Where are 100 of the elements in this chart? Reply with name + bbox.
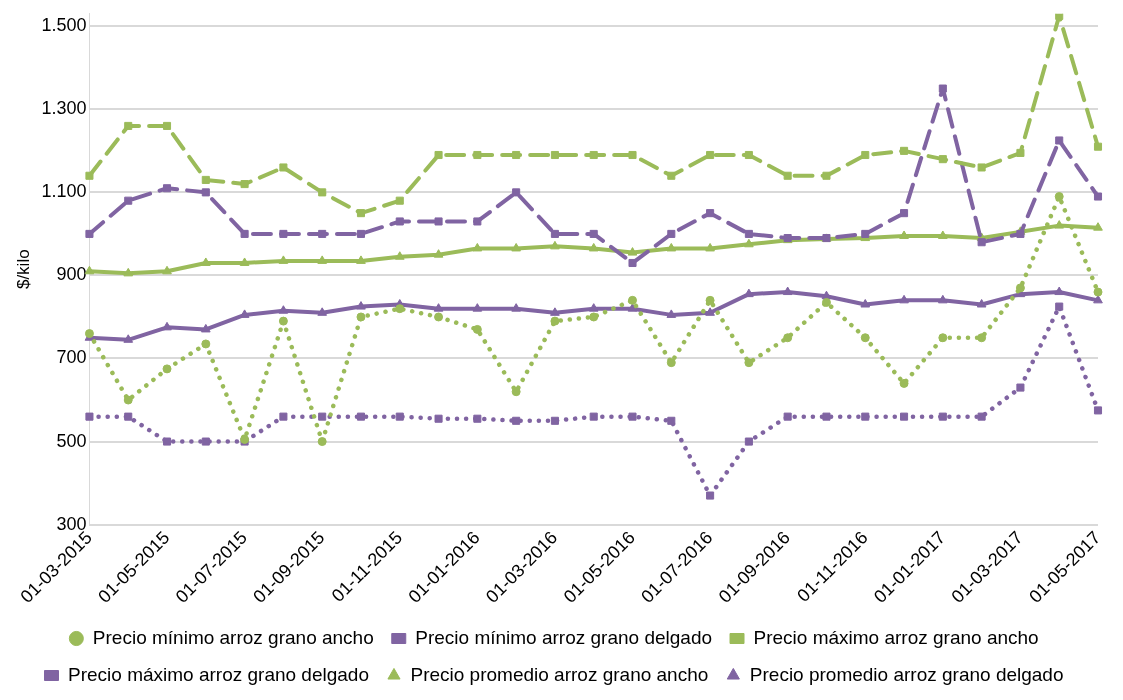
point: [434, 217, 443, 226]
point: [85, 171, 94, 180]
point: [667, 416, 676, 425]
point: [356, 209, 366, 218]
point: [705, 242, 715, 252]
point: [628, 412, 637, 421]
point: [511, 303, 521, 312]
point: [395, 304, 405, 314]
point: [512, 188, 521, 197]
point: [938, 230, 948, 239]
point: [706, 491, 715, 500]
point: [472, 303, 483, 312]
point: [1093, 192, 1103, 201]
point: [124, 196, 133, 205]
point: [977, 333, 987, 343]
point: [473, 150, 482, 160]
point: [783, 412, 792, 421]
legend-label: Precio promedio arroz grano delgado: [749, 663, 1064, 685]
point: [938, 155, 947, 164]
point: [706, 150, 715, 160]
point: [705, 295, 715, 305]
point: [744, 437, 753, 446]
point: [511, 387, 521, 397]
point: [821, 290, 832, 300]
point: [550, 316, 560, 326]
point: [1055, 13, 1064, 20]
point: [782, 286, 793, 296]
point: [239, 257, 250, 266]
point: [240, 180, 249, 189]
point: [162, 437, 172, 446]
point: [588, 303, 599, 312]
point: [395, 217, 404, 226]
point: [666, 309, 677, 318]
point: [201, 437, 210, 446]
point: [473, 414, 482, 423]
point: [667, 229, 676, 238]
y-tick-label: 500: [56, 430, 87, 451]
point: [938, 294, 948, 304]
point: [318, 412, 327, 421]
point: [85, 412, 94, 421]
point: [1015, 283, 1025, 293]
y-tick-label: 1.500: [41, 15, 87, 36]
point: [317, 437, 327, 447]
point: [162, 321, 172, 331]
point: [627, 247, 638, 256]
point: [123, 267, 134, 277]
point: [1054, 192, 1064, 202]
y-axis-title: $/kilo: [13, 249, 33, 290]
legend-label: Precio máximo arroz grano delgado: [68, 663, 369, 685]
point: [318, 229, 327, 238]
point: [977, 238, 986, 247]
point: [860, 333, 870, 343]
point: [977, 412, 986, 421]
point: [705, 307, 715, 316]
point: [512, 416, 521, 425]
point: [900, 412, 909, 421]
point: [899, 378, 909, 388]
y-tick-label: 900: [56, 264, 87, 285]
point: [162, 121, 172, 130]
point: [317, 307, 328, 316]
point: [395, 196, 404, 205]
point: [550, 307, 560, 316]
point: [900, 209, 909, 218]
point: [162, 265, 172, 275]
point: [976, 299, 987, 308]
point: [279, 229, 288, 238]
point: [200, 323, 211, 333]
point: [861, 150, 870, 160]
point: [278, 255, 289, 264]
point: [589, 312, 599, 322]
point: [706, 209, 715, 218]
point: [1093, 142, 1103, 151]
point: [317, 255, 328, 264]
point: [278, 305, 289, 314]
point: [434, 150, 443, 160]
point: [1055, 136, 1064, 145]
point: [938, 333, 948, 343]
point: [588, 242, 599, 252]
point: [744, 358, 754, 368]
point: [666, 242, 677, 252]
point: [162, 364, 172, 374]
point: [1016, 383, 1025, 392]
point: [628, 258, 637, 268]
point: [1016, 148, 1025, 157]
legend-label: Precio promedio arroz grano ancho: [410, 663, 709, 685]
point: [124, 412, 133, 421]
point: [783, 333, 793, 343]
point: [589, 150, 598, 160]
y-tick-label: 700: [56, 347, 87, 368]
point: [1055, 302, 1064, 311]
point: [433, 249, 444, 258]
point: [744, 288, 754, 298]
point: [472, 324, 482, 334]
point: [550, 229, 559, 238]
point: [900, 146, 909, 155]
point: [1093, 222, 1103, 231]
point: [822, 412, 831, 421]
point: [162, 184, 172, 193]
point: [433, 303, 444, 312]
point: [356, 301, 366, 310]
